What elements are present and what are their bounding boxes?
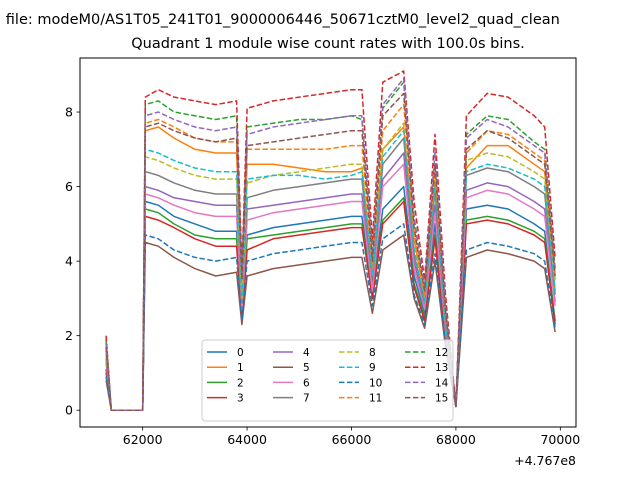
series-line-7 xyxy=(105,137,556,411)
y-tick-label: 8 xyxy=(65,105,73,120)
legend-label-7: 7 xyxy=(303,393,310,405)
series-line-5 xyxy=(105,234,556,411)
legend-label-12: 12 xyxy=(435,347,448,359)
series-line-3 xyxy=(105,200,556,411)
legend-label-8: 8 xyxy=(369,347,376,359)
legend-label-11: 11 xyxy=(369,393,382,405)
x-tick-label: 68000 xyxy=(436,432,476,447)
series-line-15 xyxy=(105,92,556,411)
legend-label-14: 14 xyxy=(435,377,449,389)
series-line-14 xyxy=(105,77,556,411)
y-tick-label: 0 xyxy=(65,403,73,418)
x-offset-label: +4.767e8 xyxy=(514,453,576,468)
legend-label-4: 4 xyxy=(303,347,310,359)
series-line-4 xyxy=(105,152,556,411)
legend-label-0: 0 xyxy=(237,347,244,359)
figure-supertitle-text: n file: modeM0/AS1T05_241T01_9000006446_… xyxy=(0,12,560,28)
series-line-1 xyxy=(105,126,556,411)
series-line-9 xyxy=(105,129,556,411)
y-tick-label: 4 xyxy=(65,254,73,269)
legend-label-13: 13 xyxy=(435,362,448,374)
legend-label-9: 9 xyxy=(369,362,376,374)
series-line-12 xyxy=(105,81,556,411)
x-tick-label: 66000 xyxy=(332,432,372,447)
series-line-8 xyxy=(105,122,556,411)
x-tick-label: 64000 xyxy=(227,432,267,447)
legend-label-2: 2 xyxy=(237,377,244,389)
legend-label-1: 1 xyxy=(237,362,244,374)
axes: 62000 64000 66000 68000 70000 0 2 4 6 8 +4.767e8 xyxy=(65,105,580,468)
series-lines xyxy=(105,70,556,411)
plot-frame xyxy=(79,57,577,428)
series-line-11 xyxy=(105,103,556,411)
legend-label-6: 6 xyxy=(303,377,310,389)
legend-label-10: 10 xyxy=(369,377,382,389)
figure-supertitle: n file: modeM0/AS1T05_241T01_9000006446_… xyxy=(0,12,640,34)
series-line-10 xyxy=(105,223,556,411)
legend-label-15: 15 xyxy=(435,393,448,405)
y-tick-label: 2 xyxy=(65,328,73,343)
series-line-0 xyxy=(105,185,556,411)
series-line-2 xyxy=(105,197,556,411)
x-tick-label: 70000 xyxy=(540,432,580,447)
legend-box xyxy=(201,339,454,422)
legend-label-5: 5 xyxy=(303,362,310,374)
y-tick-label: 6 xyxy=(65,179,73,194)
legend-label-3: 3 xyxy=(237,393,244,405)
series-line-13 xyxy=(105,70,556,411)
x-tick-label: 62000 xyxy=(123,432,163,447)
series-line-6 xyxy=(105,163,556,411)
chart-title: Quadrant 1 module wise count rates with … xyxy=(131,36,525,52)
